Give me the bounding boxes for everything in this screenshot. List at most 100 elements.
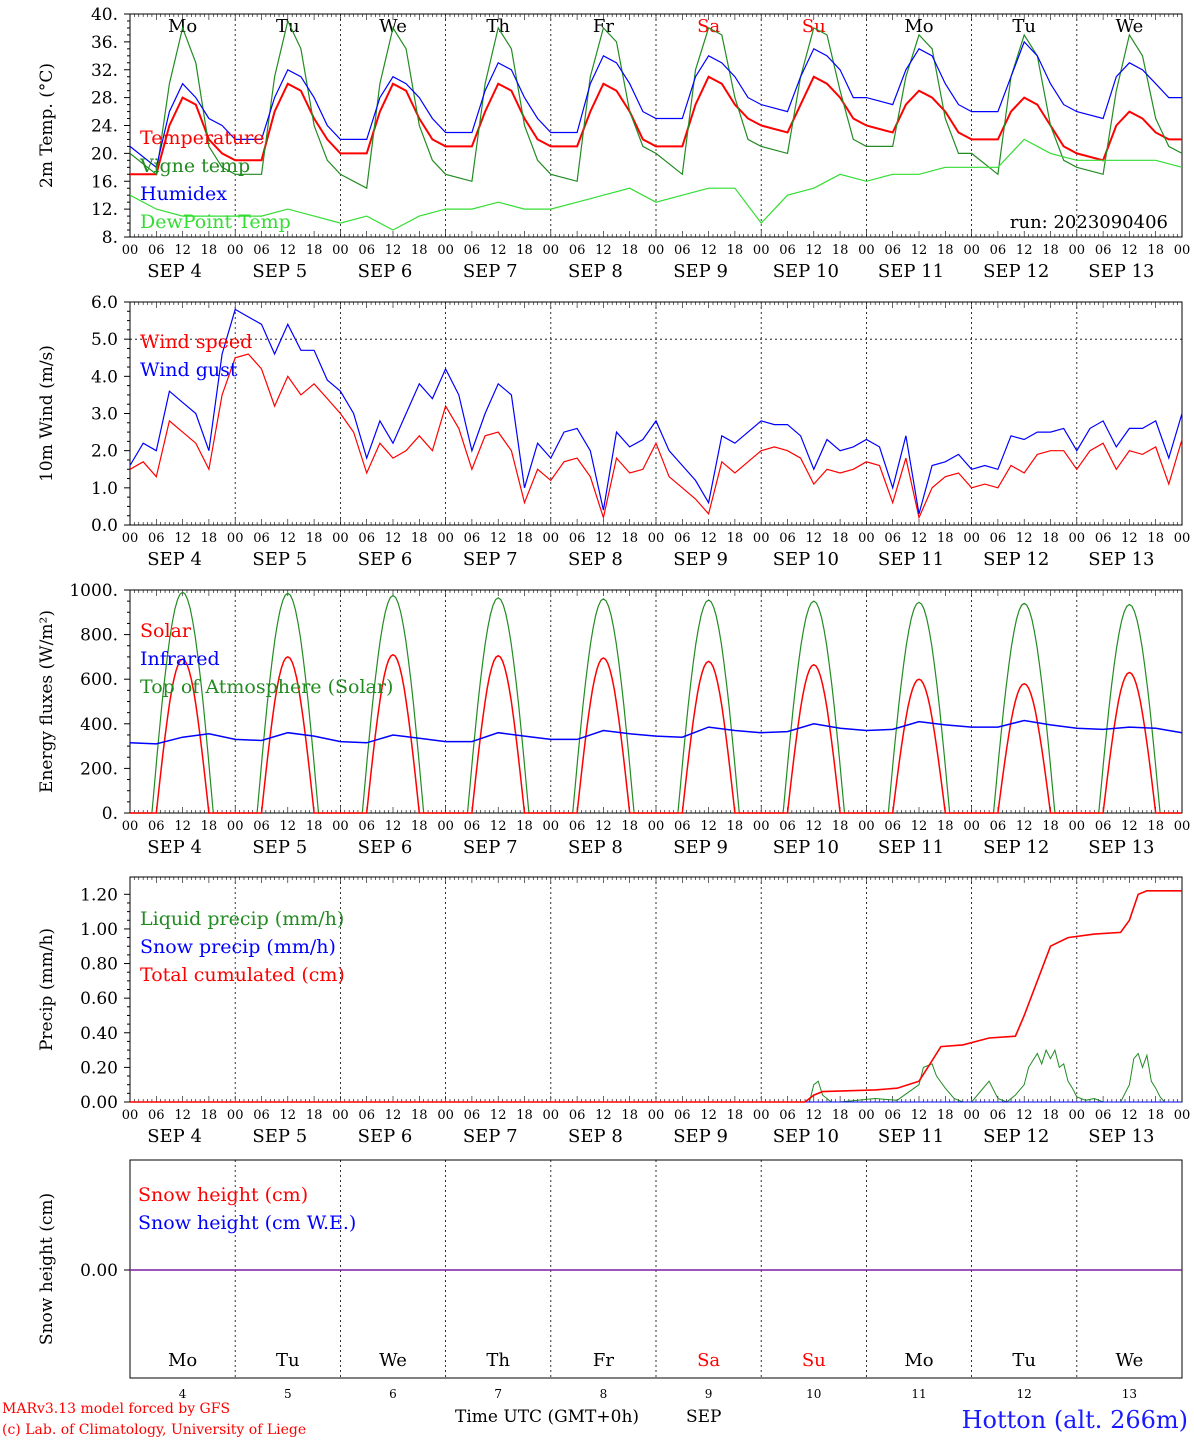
hour-label: 12 bbox=[595, 531, 612, 546]
hour-label: 00 bbox=[648, 531, 665, 546]
date-label: SEP 9 bbox=[673, 1126, 728, 1147]
hour-label: 06 bbox=[148, 819, 165, 834]
day-number-label: 4 bbox=[179, 1387, 187, 1401]
hour-label: 12 bbox=[700, 243, 717, 258]
legend-item: Top of Atmosphere (Solar) bbox=[140, 676, 393, 698]
panel-wind: 10m Wind (m/s) 0.0 1.0 2.0 3.0 4.0 5.0 6.0 00 06 1… bbox=[37, 293, 1190, 570]
day-number-label: 9 bbox=[705, 1387, 713, 1401]
hour-label: 18 bbox=[516, 1108, 533, 1123]
day-number-label: 5 bbox=[284, 1387, 292, 1401]
run-label: run: 2023090406 bbox=[1010, 212, 1168, 233]
weekday-label: Mo bbox=[904, 16, 933, 37]
y-tick-label: 40. bbox=[91, 5, 118, 25]
date-label: SEP 7 bbox=[463, 549, 518, 570]
y-tick-label: 3.0 bbox=[91, 405, 118, 425]
hour-label: 06 bbox=[674, 243, 691, 258]
date-label: SEP 13 bbox=[1088, 1126, 1154, 1147]
hour-label: 06 bbox=[569, 819, 586, 834]
hour-label: 18 bbox=[621, 531, 638, 546]
hour-label: 12 bbox=[174, 531, 191, 546]
hour-label: 18 bbox=[832, 819, 849, 834]
legend-item: Solar bbox=[140, 620, 192, 642]
hour-label: 06 bbox=[358, 531, 375, 546]
date-label: SEP 13 bbox=[1088, 261, 1154, 282]
hour-label: 18 bbox=[727, 819, 744, 834]
hour-label: 00 bbox=[1174, 819, 1191, 834]
date-label: SEP 4 bbox=[147, 837, 202, 858]
hour-label: 00 bbox=[543, 243, 560, 258]
date-label: SEP 10 bbox=[773, 837, 839, 858]
hour-label: 06 bbox=[779, 243, 796, 258]
y-tick-label: 0.00 bbox=[80, 1261, 118, 1281]
hour-label: 12 bbox=[595, 243, 612, 258]
panel-temp: 2m Temp. (°C) 8. 12. 16. 20. 24. 28. 32. 36. 40. 0… bbox=[37, 5, 1190, 282]
y-tick-label: 36. bbox=[91, 33, 118, 53]
hour-label: 18 bbox=[832, 531, 849, 546]
hour-label: 12 bbox=[490, 243, 507, 258]
hour-label: 06 bbox=[464, 819, 481, 834]
hour-label: 06 bbox=[358, 819, 375, 834]
hour-label: 06 bbox=[464, 1108, 481, 1123]
hour-label: 00 bbox=[1069, 243, 1086, 258]
weekday-label: We bbox=[379, 1350, 407, 1371]
y-tick-label: 6.0 bbox=[91, 293, 118, 313]
hour-label: 18 bbox=[832, 1108, 849, 1123]
y-tick-label: 24. bbox=[91, 117, 118, 137]
hour-label: 06 bbox=[1095, 1108, 1112, 1123]
time-axis-label: Time UTC (GMT+0h) bbox=[455, 1407, 639, 1427]
hour-label: 12 bbox=[911, 1108, 928, 1123]
hour-label: 18 bbox=[832, 243, 849, 258]
hour-label: 18 bbox=[1147, 531, 1164, 546]
hour-label: 06 bbox=[674, 819, 691, 834]
y-tick-label: 20. bbox=[91, 144, 118, 164]
hour-label: 00 bbox=[1069, 1108, 1086, 1123]
hour-label: 12 bbox=[385, 1108, 402, 1123]
hour-label: 18 bbox=[937, 819, 954, 834]
hour-label: 00 bbox=[858, 819, 875, 834]
hour-label: 12 bbox=[280, 531, 297, 546]
hour-label: 12 bbox=[1121, 243, 1138, 258]
hour-label: 06 bbox=[569, 531, 586, 546]
hour-label: 00 bbox=[753, 243, 770, 258]
month-label: SEP bbox=[686, 1407, 722, 1427]
y-tick-label: 200. bbox=[80, 759, 118, 779]
y-tick-label: 600. bbox=[80, 670, 118, 690]
hour-label: 12 bbox=[280, 819, 297, 834]
date-label: SEP 10 bbox=[773, 1126, 839, 1147]
hour-label: 18 bbox=[1042, 243, 1059, 258]
date-label: SEP 12 bbox=[983, 837, 1049, 858]
hour-label: 00 bbox=[1174, 243, 1191, 258]
hour-label: 06 bbox=[253, 243, 270, 258]
y-tick-label: 8. bbox=[102, 228, 118, 248]
date-label: SEP 6 bbox=[358, 1126, 413, 1147]
hour-label: 00 bbox=[437, 1108, 454, 1123]
hour-label: 06 bbox=[674, 531, 691, 546]
y-tick-label: 0.40 bbox=[80, 1024, 118, 1044]
y-axis-label: Snow height (cm) bbox=[37, 1193, 57, 1345]
legend-item: Total cumulated (cm) bbox=[140, 964, 345, 986]
hour-label: 00 bbox=[227, 531, 244, 546]
day-number-label: 11 bbox=[911, 1387, 926, 1401]
hour-label: 00 bbox=[648, 819, 665, 834]
date-label: SEP 10 bbox=[773, 549, 839, 570]
y-tick-label: 5.0 bbox=[91, 330, 118, 350]
date-label: SEP 12 bbox=[983, 261, 1049, 282]
y-tick-label: 12. bbox=[91, 200, 118, 220]
hour-label: 18 bbox=[201, 1108, 218, 1123]
panel-precip: Precip (mm/h) 0.00 0.20 0.40 0.60 0.80 1.00 1.2… bbox=[37, 876, 1190, 1147]
hour-label: 18 bbox=[621, 243, 638, 258]
date-label: SEP 12 bbox=[983, 549, 1049, 570]
hour-label: 00 bbox=[227, 1108, 244, 1123]
date-label: SEP 8 bbox=[568, 261, 623, 282]
hour-label: 18 bbox=[516, 243, 533, 258]
y-tick-label: 0.60 bbox=[80, 989, 118, 1009]
hour-label: 12 bbox=[385, 531, 402, 546]
date-label: SEP 4 bbox=[147, 1126, 202, 1147]
hour-label: 18 bbox=[516, 819, 533, 834]
hour-label: 12 bbox=[1121, 819, 1138, 834]
hour-label: 06 bbox=[253, 1108, 270, 1123]
hour-label: 06 bbox=[569, 1108, 586, 1123]
hour-label: 12 bbox=[595, 819, 612, 834]
hour-label: 00 bbox=[437, 243, 454, 258]
hour-label: 06 bbox=[779, 819, 796, 834]
